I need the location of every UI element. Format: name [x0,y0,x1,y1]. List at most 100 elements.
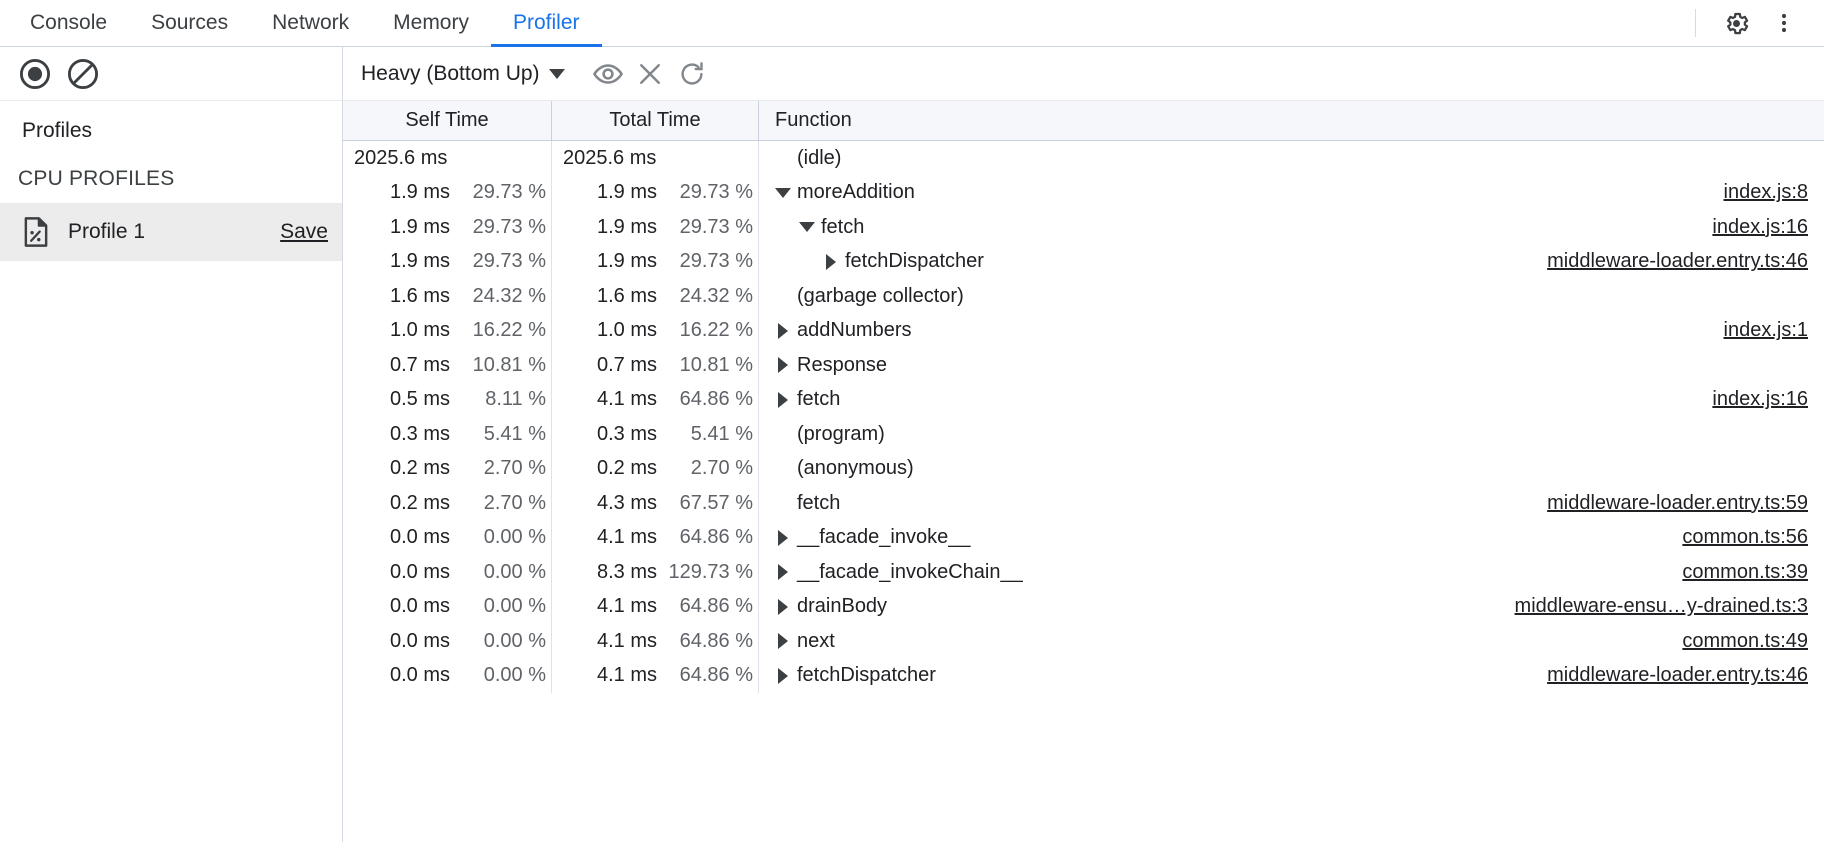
source-location-link[interactable]: index.js:8 [1723,181,1809,204]
view-mode-label: Heavy (Bottom Up) [361,61,540,85]
self-time-percent: 0.00 % [483,629,546,652]
expand-triangle-closed-icon[interactable] [775,357,791,374]
cell-function: __facade_invokeChain__ common.ts:39 [759,555,1824,590]
tab-profiler[interactable]: Profiler [490,0,602,47]
function-name: (program) [797,422,885,445]
profile-data-grid: Self Time Total Time Function 2025.6 ms 2… [343,101,1824,842]
source-location-link[interactable]: index.js:16 [1712,215,1808,238]
table-row[interactable]: 0.3 ms 5.41 % 0.3 ms 5.41 % (program) [343,417,1824,452]
tab-sources[interactable]: Sources [129,0,250,46]
function-name: (anonymous) [797,457,914,480]
cell-self-time: 0.3 ms 5.41 % [343,417,552,452]
table-row[interactable]: 2025.6 ms 2025.6 ms (idle) [343,141,1824,176]
function-name: moreAddition [797,181,915,204]
table-row[interactable]: 0.0 ms 0.00 % 4.1 ms 64.86 % __facade_invoke… [343,520,1824,555]
source-location-link[interactable]: index.js:1 [1723,319,1809,342]
triangle-right-icon [826,253,836,270]
cell-total-time: 4.1 ms 64.86 % [552,520,759,555]
cell-function: next common.ts:49 [759,624,1824,659]
table-row[interactable]: 0.7 ms 10.81 % 0.7 ms 10.81 % Response [343,348,1824,383]
table-row[interactable]: 0.0 ms 0.00 % 4.1 ms 64.86 % drainBody middle… [343,589,1824,624]
settings-icon[interactable] [1714,1,1758,45]
tab-label: Profiler [512,11,580,34]
grid-header-row: Self Time Total Time Function [343,101,1824,141]
record-button[interactable] [14,53,56,95]
self-time-ms: 2025.6 ms [354,146,448,169]
focus-selected-function-icon[interactable] [587,53,629,95]
restore-all-functions-icon[interactable] [671,53,713,95]
chevron-down-icon [548,68,565,79]
self-time-ms: 1.9 ms [389,250,450,273]
source-location-link[interactable]: middleware-loader.entry.ts:59 [1547,491,1808,514]
table-row[interactable]: 0.0 ms 0.00 % 8.3 ms 129.73 % __facade_invok… [343,555,1824,590]
table-row[interactable]: 0.2 ms 2.70 % 4.3 ms 67.57 % fetch middleware… [343,486,1824,521]
sidebar-item-profile-1[interactable]: Profile 1 Save [0,203,342,261]
more-options-icon[interactable] [1762,1,1806,45]
table-row[interactable]: 1.9 ms 29.73 % 1.9 ms 29.73 % fetchDispatche… [343,244,1824,280]
self-time-ms: 0.2 ms [389,457,450,480]
source-location-link[interactable]: common.ts:49 [1682,629,1808,652]
column-header-self-time[interactable]: Self Time [343,101,552,140]
cell-self-time: 0.5 ms 8.11 % [343,382,552,417]
total-time-ms: 0.2 ms [596,457,657,480]
self-time-ms: 0.2 ms [389,491,450,514]
expand-triangle-closed-icon[interactable] [775,529,791,546]
expand-triangle-open-icon[interactable] [799,222,815,233]
expand-triangle-closed-icon[interactable] [775,322,791,339]
triangle-down-icon [799,222,815,233]
table-row[interactable]: 1.6 ms 24.32 % 1.6 ms 24.32 % (garbage colle… [343,279,1824,314]
expand-triangle-closed-icon[interactable] [775,667,791,684]
total-time-percent: 2.70 % [690,457,753,480]
self-time-percent: 2.70 % [483,491,546,514]
triangle-right-icon [778,357,788,374]
table-row[interactable]: 0.0 ms 0.00 % 4.1 ms 64.86 % fetchDispatcher… [343,658,1824,694]
self-time-percent: 2.70 % [483,457,546,480]
table-row[interactable]: 1.9 ms 29.73 % 1.9 ms 29.73 % fetch index.js:… [343,210,1824,245]
cell-self-time: 0.7 ms 10.81 % [343,348,552,383]
view-mode-select[interactable]: Heavy (Bottom Up) [357,58,573,90]
self-time-percent: 16.22 % [472,319,546,342]
source-location-link[interactable]: common.ts:39 [1682,560,1808,583]
self-time-percent: 0.00 % [483,560,546,583]
self-time-percent: 24.32 % [472,284,546,307]
source-location-link[interactable]: index.js:16 [1712,388,1808,411]
source-location-link[interactable]: middleware-ensu…y-drained.ts:3 [1514,595,1808,618]
cell-self-time: 1.6 ms 24.32 % [343,279,552,314]
source-location-link[interactable]: middleware-loader.entry.ts:46 [1547,250,1808,273]
cell-self-time: 0.0 ms 0.00 % [343,589,552,624]
total-time-ms: 4.1 ms [596,526,657,549]
total-time-ms: 4.1 ms [596,595,657,618]
exclude-selected-function-icon[interactable] [629,53,671,95]
table-row[interactable]: 1.0 ms 16.22 % 1.0 ms 16.22 % addNumbers inde… [343,313,1824,348]
expand-triangle-open-icon[interactable] [775,187,791,198]
profiler-view-toolbar: Heavy (Bottom Up) [343,47,1824,100]
panel-tabs: Console Sources Network Memory Profiler [0,0,602,47]
save-profile-link[interactable]: Save [280,220,328,243]
expand-triangle-closed-icon[interactable] [823,253,839,270]
column-header-total-time[interactable]: Total Time [552,101,759,140]
cell-total-time: 4.1 ms 64.86 % [552,658,759,693]
tab-network[interactable]: Network [250,0,371,46]
cell-function: fetchDispatcher middleware-loader.entry.t… [759,659,1824,694]
tab-console[interactable]: Console [8,0,129,46]
table-row[interactable]: 0.0 ms 0.00 % 4.1 ms 64.86 % next common.ts:4… [343,624,1824,659]
expand-triangle-closed-icon[interactable] [775,391,791,408]
column-header-function[interactable]: Function [775,109,852,131]
function-name: (garbage collector) [797,284,964,307]
tab-memory[interactable]: Memory [371,0,491,46]
table-row[interactable]: 0.2 ms 2.70 % 0.2 ms 2.70 % (anonymous) [343,451,1824,486]
source-location-link[interactable]: common.ts:56 [1682,526,1808,549]
self-time-ms: 1.9 ms [389,215,450,238]
source-location-link[interactable]: middleware-loader.entry.ts:46 [1547,664,1808,687]
total-time-ms: 1.9 ms [596,250,657,273]
expand-triangle-closed-icon[interactable] [775,633,791,650]
tab-label: Sources [151,11,229,34]
total-time-percent: 29.73 % [679,181,753,204]
table-row[interactable]: 0.5 ms 8.11 % 4.1 ms 64.86 % fetch index.js:1… [343,382,1824,417]
expand-triangle-closed-icon[interactable] [775,598,791,615]
expand-triangle-closed-icon[interactable] [775,564,791,581]
cell-function: fetchDispatcher middleware-loader.entry.t… [759,245,1824,280]
table-row[interactable]: 1.9 ms 29.73 % 1.9 ms 29.73 % moreAddition in… [343,175,1824,210]
clear-profiles-button[interactable] [62,53,104,95]
sidebar-title: Profiles [22,119,93,142]
